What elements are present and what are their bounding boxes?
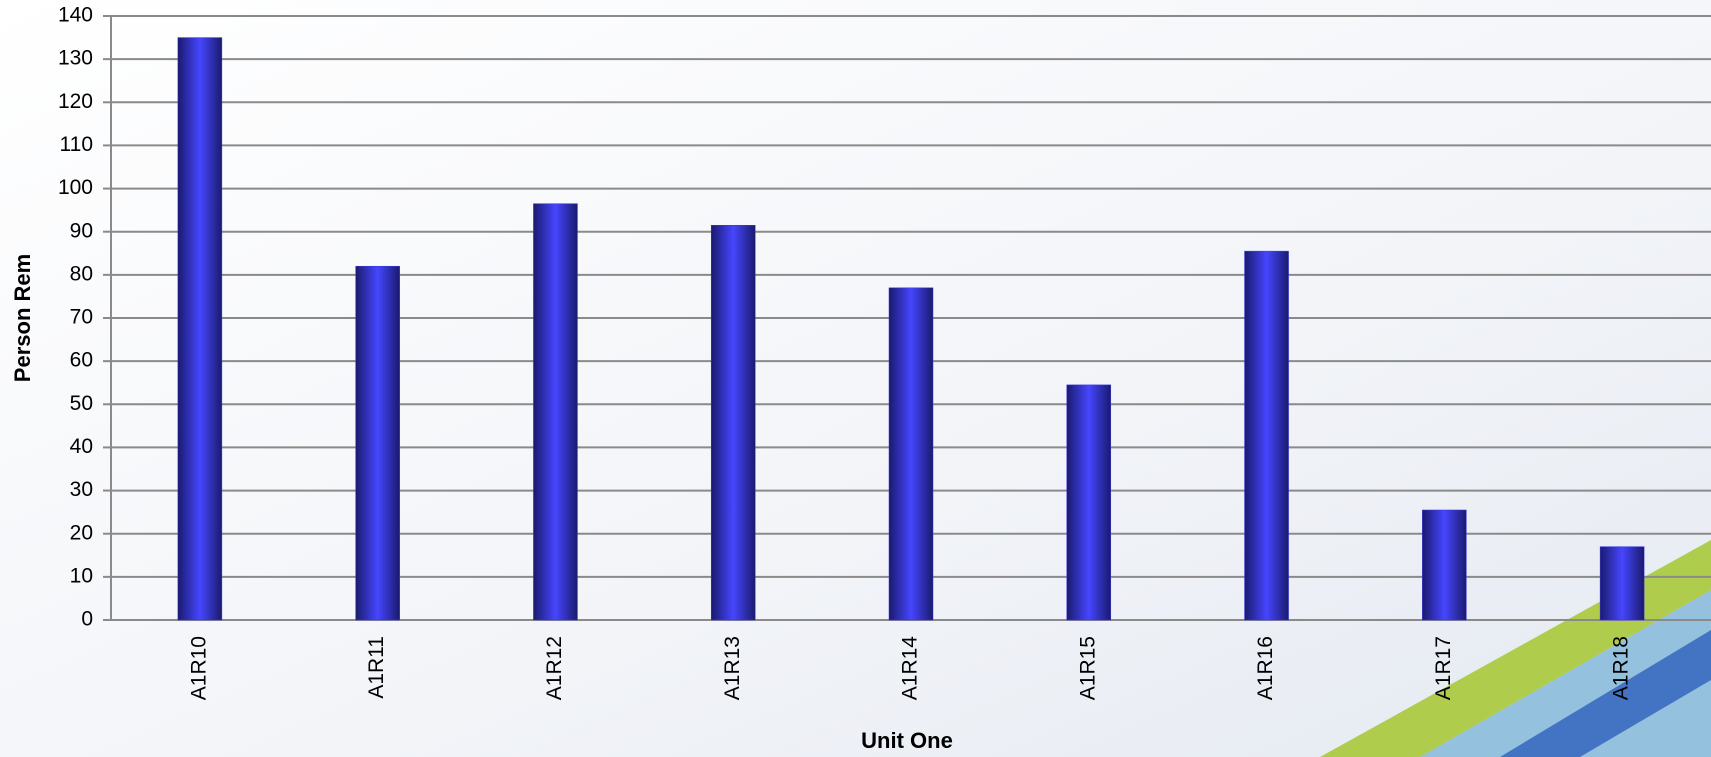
y-tick-label: 20 [70,521,93,544]
x-tick-label: A1R10 [187,636,210,700]
bar [533,203,578,621]
x-tick-label: A1R12 [543,636,566,700]
bar [888,287,934,621]
y-axis-title: Person Rem [10,254,35,382]
x-tick-label: A1R17 [1432,636,1455,700]
y-tick-label: 110 [60,133,93,156]
x-axis-title: Unit One [861,728,953,753]
y-tick-label: 0 [81,608,93,631]
bar [1422,509,1467,621]
y-tick-label: 80 [70,262,93,285]
y-tick-label: 10 [70,564,93,587]
bar [177,37,223,621]
y-tick-label: 120 [58,90,93,113]
y-tick-label: 130 [58,47,93,70]
x-tick-label: A1R11 [365,636,388,699]
bar [710,224,756,621]
x-tick-label: A1R13 [721,636,744,700]
x-tick-label: A1R16 [1254,636,1277,700]
y-tick-label: 140 [58,4,93,27]
x-tick-label: A1R15 [1076,636,1099,700]
y-tick-label: 30 [70,478,93,501]
x-tick-label: A1R14 [899,636,922,701]
bar [1066,384,1112,621]
y-tick-label: 50 [70,392,93,415]
y-tick-label: 40 [70,435,93,458]
y-tick-label: 70 [70,306,93,329]
bar [1599,546,1645,621]
x-tick-label: A1R18 [1610,636,1633,700]
bar [355,265,400,621]
y-tick-label: 60 [70,349,93,372]
y-tick-label: 100 [58,176,93,199]
decor-stripe [1500,630,1711,757]
bar [1244,250,1289,621]
y-tick-label: 90 [70,219,93,242]
